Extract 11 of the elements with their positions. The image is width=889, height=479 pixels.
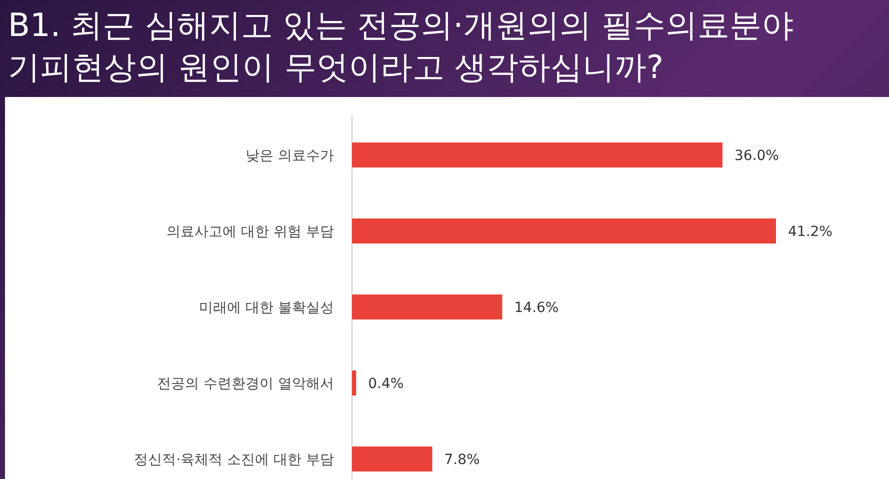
y-tick-label: 미래에 대한 불확실성 bbox=[199, 300, 334, 316]
y-tick-label: 의료사고에 대한 위험 부담 bbox=[166, 224, 334, 240]
data-label: 14.6% bbox=[514, 300, 559, 316]
data-label: 36.0% bbox=[734, 148, 779, 164]
data-label: 7.8% bbox=[444, 452, 480, 468]
data-label: 41.2% bbox=[788, 224, 832, 240]
title: B1. 최근 심해지고 있는 전공의·개원의의 필수의료분야 기피현상의 원인이 무엇이라고 생각하십니까? bbox=[8, 5, 795, 88]
data-label: 0.4% bbox=[368, 376, 404, 392]
y-tick-label: 정신적·육체적 소진에 대한 부담 bbox=[134, 452, 334, 468]
y-tick-label: 전공의 수련환경이 열악해서 bbox=[157, 376, 334, 392]
y-tick-label: 낮은 의료수가 bbox=[246, 148, 334, 164]
